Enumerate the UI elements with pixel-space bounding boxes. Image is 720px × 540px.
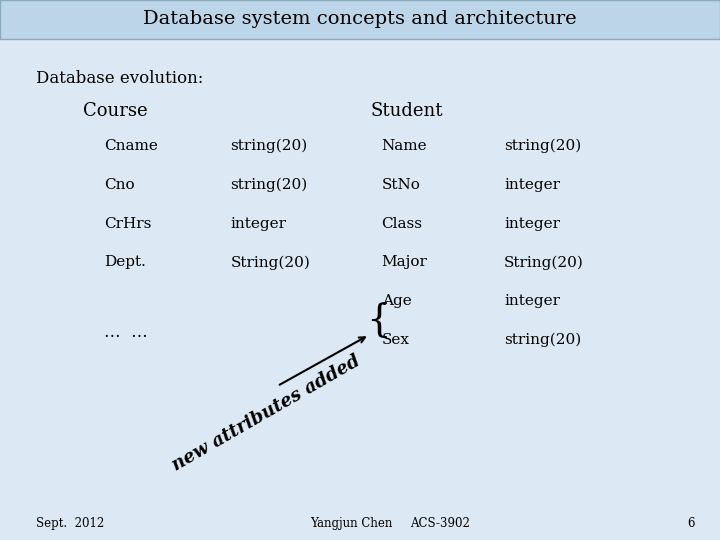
Text: Student: Student <box>371 102 444 120</box>
Text: Class: Class <box>382 217 423 231</box>
Text: string(20): string(20) <box>504 139 581 153</box>
Text: Dept.: Dept. <box>104 255 146 269</box>
Text: integer: integer <box>504 178 560 192</box>
Text: StNo: StNo <box>382 178 420 192</box>
Text: Yangjun Chen: Yangjun Chen <box>310 517 392 530</box>
FancyBboxPatch shape <box>0 0 720 39</box>
Text: Database system concepts and architecture: Database system concepts and architectur… <box>143 10 577 29</box>
Text: …  …: … … <box>104 324 148 341</box>
Text: integer: integer <box>504 217 560 231</box>
Text: Database evolution:: Database evolution: <box>36 70 203 87</box>
Text: {: { <box>366 302 390 339</box>
Text: Sex: Sex <box>382 333 410 347</box>
Text: ACS-3902: ACS-3902 <box>410 517 470 530</box>
Text: Age: Age <box>382 294 411 308</box>
Text: Cname: Cname <box>104 139 158 153</box>
Text: integer: integer <box>504 294 560 308</box>
Text: Name: Name <box>382 139 427 153</box>
Text: string(20): string(20) <box>504 333 581 347</box>
Text: Sept.  2012: Sept. 2012 <box>36 517 104 530</box>
Text: Major: Major <box>382 255 428 269</box>
Text: CrHrs: CrHrs <box>104 217 152 231</box>
Text: String(20): String(20) <box>504 255 584 269</box>
Text: String(20): String(20) <box>230 255 310 269</box>
Text: Course: Course <box>83 102 148 120</box>
Text: 6: 6 <box>688 517 695 530</box>
Text: new attributes added: new attributes added <box>169 352 364 475</box>
Text: Cno: Cno <box>104 178 135 192</box>
Text: string(20): string(20) <box>230 178 307 192</box>
Text: integer: integer <box>230 217 287 231</box>
Text: string(20): string(20) <box>230 139 307 153</box>
